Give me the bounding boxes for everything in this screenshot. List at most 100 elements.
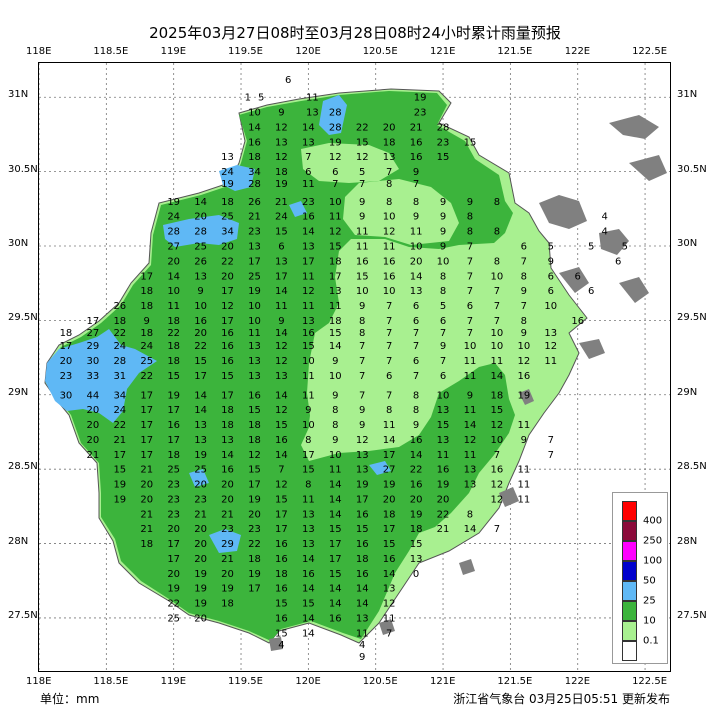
legend-swatch: [622, 561, 637, 581]
legend-swatch: [622, 501, 637, 521]
rainfall-value: 20: [194, 328, 207, 339]
rainfall-value: 11: [302, 179, 315, 190]
rainfall-value: 21: [140, 509, 153, 520]
rainfall-value: 16: [275, 435, 288, 446]
rainfall-value: 10: [464, 341, 477, 352]
rainfall-value: 27: [167, 242, 180, 253]
rainfall-value: 15: [356, 524, 369, 535]
rainfall-value: 16: [410, 152, 423, 163]
rainfall-value: 14: [275, 286, 288, 297]
rainfall-value: 7: [413, 179, 419, 190]
rainfall-value: 16: [302, 569, 315, 580]
rainfall-value: 12: [248, 450, 261, 461]
rainfall-value: 20: [410, 494, 423, 505]
rainfall-value: 5: [548, 242, 554, 253]
rainfall-value: 17: [221, 286, 234, 297]
rainfall-value: 13: [248, 242, 261, 253]
rainfall-value: 20: [221, 480, 234, 491]
lat-tick-label-left: 28N: [8, 535, 29, 547]
rainfall-value: 7: [386, 328, 392, 339]
lat-tick-label-left: 27.5N: [8, 609, 38, 621]
rainfall-value: 20: [248, 509, 261, 520]
rainfall-value: 18: [275, 569, 288, 580]
rainfall-value: 24: [113, 341, 126, 352]
rainfall-value: 19: [194, 599, 207, 610]
rainfall-value: 8: [467, 227, 473, 238]
rainfall-value: 16: [221, 328, 234, 339]
rainfall-value: 20: [194, 524, 207, 535]
legend-label: 400: [643, 515, 663, 527]
light-green-north-strip: [343, 179, 459, 245]
rainfall-value: 11: [356, 227, 369, 238]
rainfall-value: 16: [383, 554, 396, 565]
rainfall-value: 11: [306, 93, 319, 104]
rainfall-value: 7: [305, 152, 311, 163]
rainfall-value: 22: [437, 509, 450, 520]
rainfall-value: 8: [494, 197, 500, 208]
rainfall-value: 15: [248, 465, 261, 476]
rainfall-value: 18: [140, 539, 153, 550]
rainfall-value: 28: [167, 227, 180, 238]
rainfall-value: 13: [248, 356, 261, 367]
rainfall-value: 25: [194, 465, 207, 476]
rainfall-value: 14: [302, 227, 315, 238]
rainfall-value: 20: [383, 122, 396, 133]
rainfall-value: 23: [248, 524, 261, 535]
rainfall-value: 8: [467, 509, 473, 520]
rainfall-value: 11: [517, 480, 530, 491]
rainfall-value: 16: [437, 465, 450, 476]
rainfall-value: 17: [221, 316, 234, 327]
rainfall-value: 28: [329, 122, 342, 133]
rainfall-value: 14: [410, 450, 423, 461]
rainfall-value: 24: [113, 405, 126, 416]
legend-swatch: [622, 541, 637, 561]
lat-tick-label-left: 31N: [8, 89, 29, 101]
rainfall-value: 14: [302, 554, 315, 565]
legend: 400 250 100 50 25 10 0.1: [612, 492, 668, 664]
rainfall-value: 19: [113, 494, 126, 505]
rainfall-value: 11: [464, 371, 477, 382]
rainfall-value: 23: [60, 371, 73, 382]
rainfall-value: 20: [221, 242, 234, 253]
rainfall-value: 11: [329, 301, 342, 312]
legend-swatch: [622, 621, 637, 641]
rainfall-value: 22: [167, 328, 180, 339]
rainfall-value: 15: [383, 539, 396, 550]
rainfall-value: 16: [221, 341, 234, 352]
rainfall-value: 7: [521, 301, 527, 312]
legend-label: 10: [643, 615, 656, 627]
rainfall-value: 6: [305, 167, 311, 178]
rainfall-value: 8: [386, 405, 392, 416]
rainfall-value: 20: [221, 569, 234, 580]
lon-tick-label-bottom: 121.5E: [497, 676, 533, 687]
rainfall-value: 23: [167, 509, 180, 520]
rainfall-value: 19: [275, 179, 288, 190]
rainfall-value: 17: [302, 256, 315, 267]
rainfall-value: 14: [356, 599, 369, 610]
rainfall-value: 18: [248, 420, 261, 431]
rainfall-value: 7: [386, 316, 392, 327]
rainfall-value: 16: [410, 435, 423, 446]
rainfall-value: 1: [245, 93, 251, 104]
rainfall-value: 4: [278, 640, 284, 651]
rainfall-value: 10: [517, 341, 530, 352]
rainfall-value: 12: [302, 286, 315, 297]
rainfall-value: 14: [275, 450, 288, 461]
rainfall-value: 10: [383, 212, 396, 223]
rainfall-value: 16: [275, 539, 288, 550]
rainfall-value: 27: [87, 328, 100, 339]
rainfall-value: 10: [410, 242, 423, 253]
rainfall-value: 4: [601, 212, 607, 223]
rainfall-value: 20: [410, 256, 423, 267]
rainfall-value: 14: [275, 328, 288, 339]
unit-label: 单位：mm: [40, 692, 100, 706]
rainfall-value: 29: [221, 539, 234, 550]
lon-tick-label-top: 119.5E: [228, 46, 263, 57]
legend-swatch: [622, 581, 637, 601]
rainfall-value: 18: [60, 328, 73, 339]
rainfall-value: 7: [386, 390, 392, 401]
rainfall-value: 9: [413, 167, 419, 178]
rainfall-value: 15: [275, 599, 288, 610]
rain-25-50-hz-east: [289, 201, 307, 217]
